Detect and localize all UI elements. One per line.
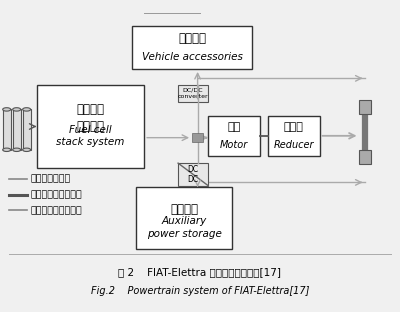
Bar bbox=[36, 85, 144, 168]
Bar bbox=[136, 187, 232, 249]
Ellipse shape bbox=[23, 148, 30, 152]
Bar bbox=[360, 150, 372, 164]
Ellipse shape bbox=[13, 148, 21, 152]
Text: Fig.2    Powertrain system of FIAT-Elettra[17]: Fig.2 Powertrain system of FIAT-Elettra[… bbox=[91, 286, 309, 296]
Text: 辅助储能系统的能量: 辅助储能系统的能量 bbox=[30, 190, 82, 199]
Ellipse shape bbox=[13, 108, 21, 111]
Bar bbox=[132, 26, 252, 69]
Text: 车辆反馈回收的能量: 车辆反馈回收的能量 bbox=[30, 206, 82, 215]
Bar bbox=[178, 85, 208, 102]
Text: 车辆附件: 车辆附件 bbox=[178, 32, 206, 45]
Text: 燃料电池的能量: 燃料电池的能量 bbox=[30, 175, 71, 184]
Bar bbox=[13, 110, 21, 150]
Ellipse shape bbox=[23, 108, 30, 111]
Text: Reducer: Reducer bbox=[274, 140, 314, 150]
Ellipse shape bbox=[3, 148, 11, 152]
Text: 燃料电池
电堆系统: 燃料电池 电堆系统 bbox=[76, 103, 104, 133]
Text: Motor: Motor bbox=[220, 140, 248, 150]
Bar bbox=[268, 116, 320, 156]
Text: 辅助储能: 辅助储能 bbox=[170, 203, 198, 216]
Bar bbox=[3, 110, 11, 150]
Text: Vehicle accessories: Vehicle accessories bbox=[142, 51, 242, 61]
Text: Fuel cell
stack system: Fuel cell stack system bbox=[56, 124, 124, 147]
Bar bbox=[178, 163, 208, 186]
Ellipse shape bbox=[3, 108, 11, 111]
Text: DC: DC bbox=[188, 175, 198, 184]
Text: DC: DC bbox=[188, 165, 198, 174]
Text: Auxiliary
power storage: Auxiliary power storage bbox=[147, 216, 222, 239]
Bar bbox=[23, 110, 30, 150]
Text: 电机: 电机 bbox=[227, 122, 240, 132]
Bar bbox=[208, 116, 260, 156]
Bar bbox=[192, 133, 203, 142]
Text: DC/DC
converter: DC/DC converter bbox=[178, 87, 208, 99]
Text: 图 2    FIAT-Elettra 动力传动系统结构[17]: 图 2 FIAT-Elettra 动力传动系统结构[17] bbox=[118, 267, 282, 277]
Text: 减速器: 减速器 bbox=[284, 122, 304, 132]
Bar bbox=[360, 100, 372, 114]
